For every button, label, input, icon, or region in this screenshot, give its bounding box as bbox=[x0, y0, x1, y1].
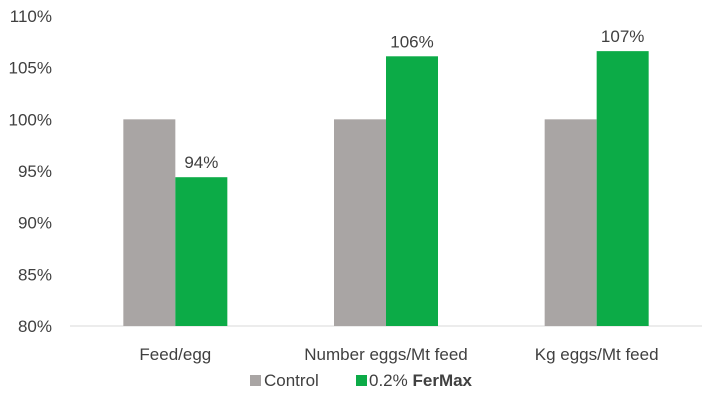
legend-label-fermax: 0.2% FerMax bbox=[369, 371, 473, 390]
y-tick-label: 80% bbox=[18, 317, 52, 336]
legend-label-fermax-strong: FerMax bbox=[412, 371, 472, 390]
y-tick-label: 100% bbox=[9, 110, 52, 129]
legend-label-control: Control bbox=[264, 371, 319, 390]
y-axis: 80% 85% 90% 95% 100% 105% 110% bbox=[9, 7, 52, 336]
y-tick-label: 110% bbox=[10, 7, 52, 26]
y-tick-label: 85% bbox=[18, 265, 52, 284]
bar-control bbox=[334, 119, 386, 326]
data-labels: 94% 106% 107% bbox=[184, 27, 644, 172]
data-label: 106% bbox=[390, 32, 433, 51]
bar-fermax bbox=[175, 177, 228, 326]
category-label: Number eggs/Mt feed bbox=[304, 345, 467, 364]
bar-control bbox=[123, 119, 176, 326]
bar-fermax bbox=[596, 51, 649, 327]
y-tick-label: 105% bbox=[9, 59, 52, 78]
y-tick-label: 95% bbox=[18, 162, 52, 181]
data-label: 107% bbox=[601, 27, 644, 46]
bars bbox=[123, 51, 649, 327]
legend-label-fermax-prefix: 0.2% bbox=[369, 371, 412, 390]
legend-swatch-control bbox=[250, 375, 261, 386]
legend-swatch-fermax bbox=[356, 375, 367, 386]
legend: Control 0.2% FerMax bbox=[250, 371, 473, 390]
bar-fermax bbox=[386, 56, 438, 327]
data-label: 94% bbox=[184, 153, 218, 172]
bar-control bbox=[544, 119, 597, 326]
category-label: Feed/egg bbox=[139, 345, 211, 364]
category-label: Kg eggs/Mt feed bbox=[535, 345, 659, 364]
y-tick-label: 90% bbox=[18, 214, 52, 233]
category-labels: Feed/egg Number eggs/Mt feed Kg eggs/Mt fe… bbox=[139, 345, 658, 364]
